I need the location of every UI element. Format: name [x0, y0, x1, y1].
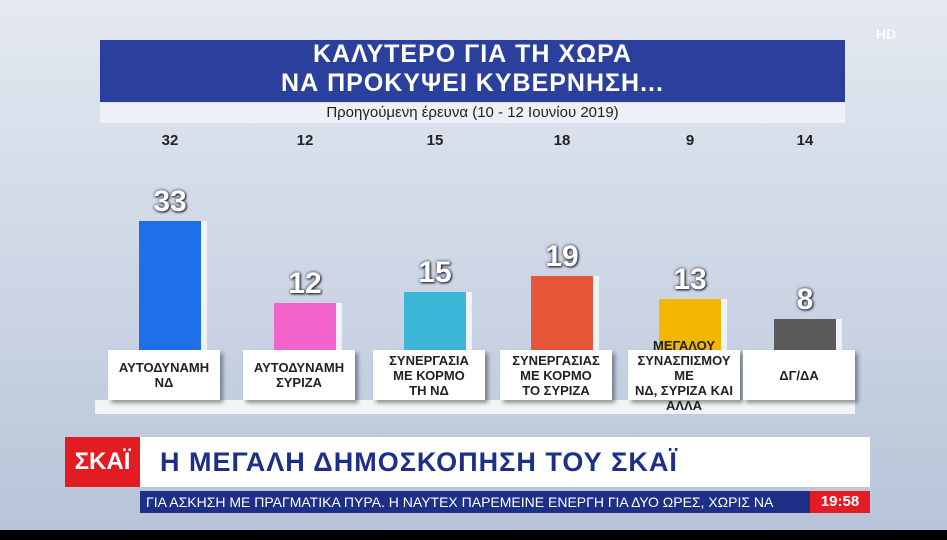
previous-value: 15: [426, 132, 444, 149]
previous-value: 9: [685, 132, 695, 149]
bar: [531, 275, 593, 350]
previous-value: 14: [796, 132, 814, 149]
headline: Η ΜΕΓΑΛΗ ΔΗΜΟΣΚΟΠΗΣΗ ΤΟΥ ΣΚΑΪ: [140, 437, 870, 487]
value-label: 19: [545, 239, 579, 273]
hd-badge: HD: [876, 26, 897, 42]
category-label: ΑΥΤΟΔΥΝΑΜΗ ΝΔ: [108, 350, 220, 400]
bar: [274, 303, 336, 350]
bar: [404, 291, 466, 350]
floor: [95, 400, 855, 414]
value-label: 13: [673, 263, 707, 297]
value-label: 12: [288, 267, 322, 301]
previous-value: 12: [296, 132, 314, 149]
bar: [774, 318, 836, 350]
category-label: ΣΥΝΕΡΓΑΣΙΑ ΜΕ ΚΟΡΜΟ ΤΗ ΝΔ: [373, 350, 485, 400]
value-label: 33: [153, 185, 187, 219]
category-label: ΣΥΝΕΡΓΑΣΙΑΣ ΜΕ ΚΟΡΜΟ ΤΟ ΣΥΡΙΖΑ: [500, 350, 612, 400]
previous-value: 32: [161, 132, 179, 149]
chart-title: ΚΑΛΥΤΕΡΟ ΓΙΑ ΤΗ ΧΩΡΑ ΝΑ ΠΡΟΚΥΨΕΙ ΚΥΒΕΡΝΗ…: [100, 40, 845, 102]
ticker: ΓΙΑ ΑΣΚΗΣΗ ΜΕ ΠΡΑΓΜΑΤΙΚΑ ΠΥΡΑ. Η ΝΑΥΤΕΧ …: [140, 491, 810, 513]
value-label: 8: [796, 282, 814, 316]
category-label: ΑΥΤΟΔΥΝΑΜΗ ΣΥΡΙΖΑ: [243, 350, 355, 400]
value-label: 15: [418, 255, 452, 289]
channel-logo: ΣΚΑΪ: [65, 437, 140, 487]
previous-value: 18: [553, 132, 571, 149]
category-label: ΜΕΓΑΛΟΥ ΣΥΝΑΣΠΙΣΜΟΥ ΜΕ ΝΔ, ΣΥΡΙΖΑ ΚΑΙ ΑΛ…: [628, 338, 740, 413]
clock: 19:58: [810, 491, 870, 513]
bar: [139, 221, 201, 350]
letterbox: [0, 530, 947, 540]
bar: [659, 299, 721, 350]
category-label: ΔΓ/ΔΑ: [743, 350, 855, 400]
chart-subtitle: Προηγούμενη έρευνα (10 - 12 Ιουνίου 2019…: [100, 103, 845, 123]
